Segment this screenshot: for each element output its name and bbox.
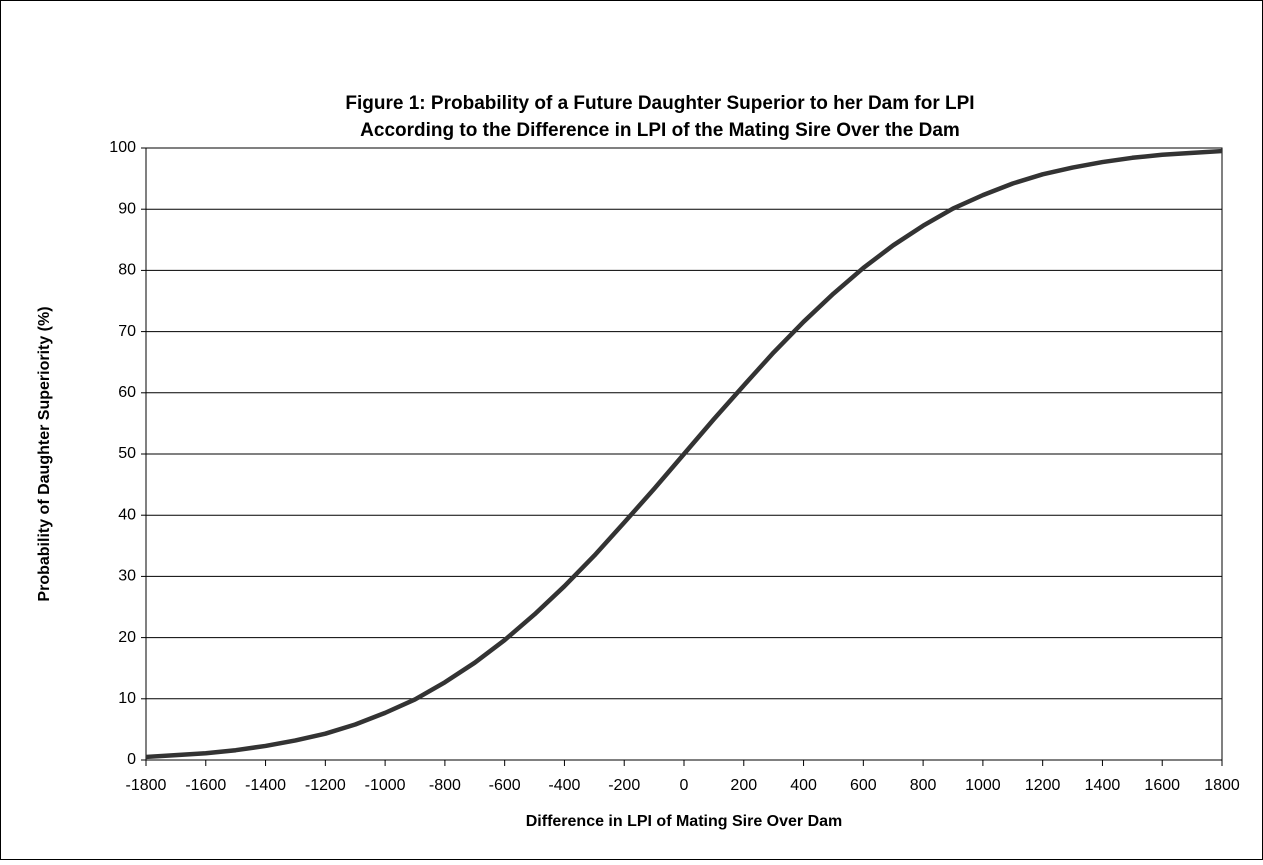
x-tick-label: -1000 [365,777,406,794]
chart-title: According to the Difference in LPI of th… [360,120,960,141]
x-tick-label: -800 [429,777,461,794]
y-tick-label: 90 [118,200,136,217]
x-tick-label: -1800 [126,777,167,794]
y-tick-label: 20 [118,629,136,646]
x-tick-label: 1000 [965,777,1001,794]
x-tick-label: -1400 [245,777,286,794]
x-tick-label: 400 [790,777,817,794]
y-tick-label: 40 [118,506,136,523]
y-axis-label: Probability of Daughter Superiority (%) [36,306,53,601]
x-axis-label: Difference in LPI of Mating Sire Over Da… [526,813,843,830]
y-tick-label: 50 [118,445,136,462]
x-tick-label: -400 [548,777,580,794]
plot-area [145,147,1223,761]
x-tick-label: 600 [850,777,877,794]
x-tick-label: -200 [608,777,640,794]
y-tick-label: 100 [109,139,136,156]
y-tick-label: 70 [118,323,136,340]
x-tick-label: 800 [910,777,937,794]
y-tick-label: 30 [118,568,136,585]
data-line [145,148,1223,760]
y-tick-label: 0 [127,751,136,768]
x-tick-label: 200 [730,777,757,794]
x-tick-label: 1200 [1025,777,1061,794]
y-tick-label: 10 [118,690,136,707]
x-tick-label: 1800 [1204,777,1240,794]
x-tick-label: 1400 [1085,777,1121,794]
x-tick-label: -1600 [185,777,226,794]
chart-title: Figure 1: Probability of a Future Daught… [345,93,974,114]
y-tick-label: 80 [118,262,136,279]
x-tick-label: -1200 [305,777,346,794]
x-tick-label: -600 [489,777,521,794]
x-tick-label: 1600 [1144,777,1180,794]
x-tick-label: 0 [680,777,689,794]
y-tick-label: 60 [118,384,136,401]
